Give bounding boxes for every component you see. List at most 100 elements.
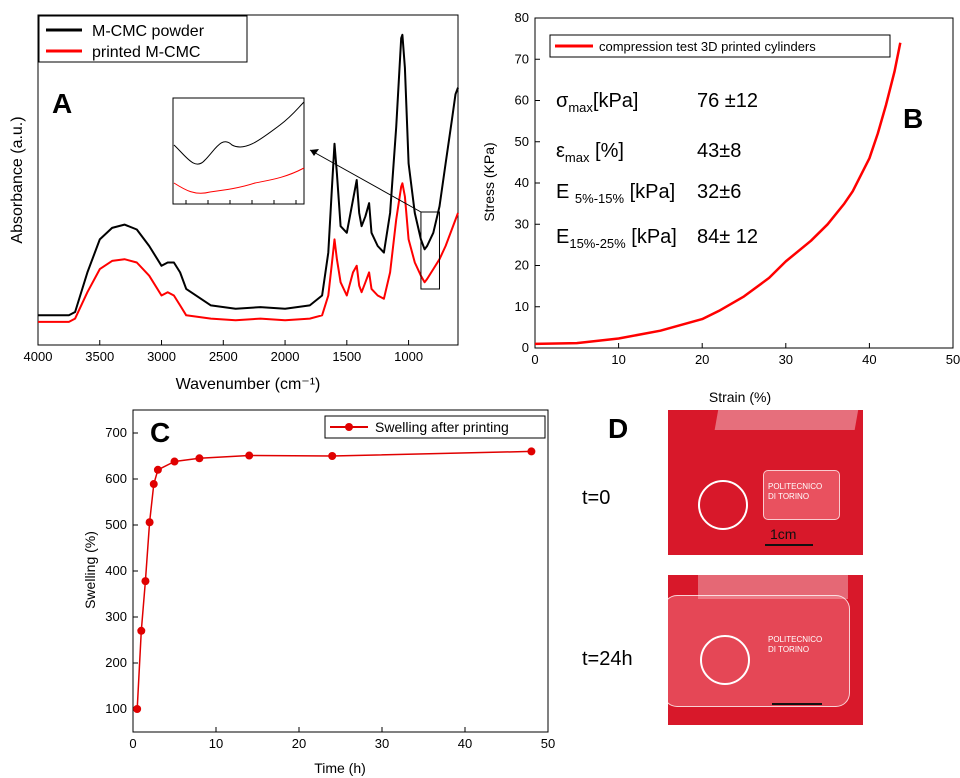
y-tick-label: 400 — [105, 563, 127, 578]
x-tick-label: 30 — [779, 352, 793, 367]
photo-t0-top-print — [714, 410, 862, 430]
legend-label-0: compression test 3D printed cylinders — [599, 39, 816, 54]
panel-a-y-axis-label: Absorbance (a.u.) — [9, 116, 26, 243]
scale-bar — [772, 703, 822, 705]
hydrogel-sample-t24h — [668, 595, 850, 707]
data-point — [170, 457, 179, 466]
panel-b-legend — [549, 34, 891, 58]
inset-series-red — [173, 167, 305, 194]
inset-arrow — [309, 149, 422, 213]
x-tick-label: 40 — [862, 352, 876, 367]
logo-text-t24h: POLITECNICO DI TORINO — [768, 635, 823, 654]
arrow-head-icon — [310, 149, 319, 156]
panel-b-frame — [534, 17, 954, 349]
property-value: 32±6 — [697, 181, 741, 203]
panel-d-letter: D — [608, 413, 628, 444]
legend-label-1: printed M-CMC — [92, 44, 200, 61]
y-tick-label: 500 — [105, 517, 127, 532]
y-tick-label: 300 — [105, 609, 127, 624]
y-tick-label: 40 — [515, 175, 529, 190]
y-tick-label: 100 — [105, 701, 127, 716]
panel-b-y-axis-label: Stress (KPa) — [481, 142, 497, 221]
y-tick-label: 600 — [105, 471, 127, 486]
property-label: σmax[kPa] — [556, 90, 638, 115]
inset-frame — [172, 97, 305, 205]
x-tick-label: 3500 — [85, 349, 114, 364]
data-point — [195, 454, 204, 463]
x-tick-label: 0 — [531, 352, 538, 367]
panel-c-x-axis-label: Time (h) — [314, 760, 366, 776]
property-value: 43±8 — [697, 140, 741, 162]
y-tick-label: 0 — [522, 340, 529, 355]
panel-b-x-axis-label: Strain (%) — [709, 389, 771, 405]
property-value: 76 ±12 — [697, 90, 758, 112]
panel-b-chart: 0 10 20 30 40 50 0 10 20 30 40 50 60 70 80 compression… — [481, 10, 960, 405]
x-tick-label: 0 — [129, 736, 136, 751]
legend-label-0: M-CMC powder — [92, 23, 205, 40]
university-seal-icon — [700, 635, 750, 685]
data-point — [328, 452, 337, 460]
x-tick-label: 2000 — [271, 349, 300, 364]
scale-bar — [765, 544, 813, 546]
panel-a-x-axis-label: Wavenumber (cm⁻¹) — [176, 376, 321, 393]
x-tick-label: 20 — [292, 736, 306, 751]
data-point — [149, 480, 158, 489]
panel-b-letter: B — [903, 103, 923, 134]
y-tick-label: 30 — [515, 216, 529, 231]
legend-label-0: Swelling after printing — [375, 419, 509, 435]
panel-c-legend — [324, 415, 546, 439]
y-tick-label: 700 — [105, 425, 127, 440]
x-tick-label: 3000 — [147, 349, 176, 364]
hydrogel-sample-t0 — [763, 470, 840, 520]
panel-a-legend — [38, 15, 248, 63]
photo-t0: POLITECNICO DI TORINO 1cm — [668, 410, 863, 555]
y-tick-label: 60 — [515, 93, 529, 108]
scale-label: 1cm — [770, 526, 797, 542]
data-point — [137, 626, 146, 635]
property-label: E 5%-15% [kPa] — [556, 181, 675, 206]
x-tick-label: 10 — [209, 736, 223, 751]
x-tick-label: 1500 — [332, 349, 361, 364]
property-value: 84± 12 — [697, 226, 758, 248]
inset-region-box — [420, 211, 440, 290]
y-tick-label: 80 — [515, 10, 529, 25]
legend-marker-0 — [345, 423, 353, 431]
x-tick-label: 40 — [458, 736, 472, 751]
x-tick-label: 50 — [946, 352, 960, 367]
panel-a-frame — [37, 14, 459, 346]
data-point — [145, 518, 154, 527]
y-tick-label: 70 — [515, 51, 529, 66]
x-tick-label: 1000 — [394, 349, 423, 364]
series-line-0 — [534, 42, 902, 346]
logo-text-t0: POLITECNICO DI TORINO — [768, 482, 823, 501]
university-seal-icon — [698, 480, 748, 530]
x-tick-label: 2500 — [209, 349, 238, 364]
panel-a-letter: A — [52, 88, 72, 119]
data-point — [245, 451, 254, 460]
series-line-0 — [38, 33, 459, 317]
y-tick-label: 10 — [515, 299, 529, 314]
photo-label-t0: t=0 — [582, 487, 611, 509]
x-tick-label: 10 — [611, 352, 625, 367]
photo-t24h: POLITECNICO DI TORINO — [668, 575, 863, 725]
panel-a-chart: 4000 3500 3000 2500 2000 1500 1000 M-CMC powde… — [9, 14, 459, 393]
data-point — [141, 577, 150, 586]
x-tick-label: 4000 — [24, 349, 53, 364]
data-point — [153, 465, 162, 474]
x-tick-label: 50 — [541, 736, 555, 751]
photo-label-t24h: t=24h — [582, 648, 633, 670]
x-tick-label: 30 — [375, 736, 389, 751]
series-line-1 — [38, 182, 459, 323]
y-tick-label: 20 — [515, 258, 529, 273]
property-label: E15%-25% [kPa] — [556, 226, 677, 251]
data-point — [133, 705, 142, 713]
y-tick-label: 200 — [105, 655, 127, 670]
y-tick-label: 50 — [515, 134, 529, 149]
series-line-0 — [136, 450, 532, 710]
panel-c-y-axis-label: Swelling (%) — [82, 531, 98, 609]
data-point — [527, 447, 536, 456]
panel-c-chart: 0 10 20 30 40 50 100 200 300 400 500 600 700 Swellin… — [82, 409, 555, 776]
inset-series-black — [173, 101, 305, 165]
x-tick-label: 20 — [695, 352, 709, 367]
